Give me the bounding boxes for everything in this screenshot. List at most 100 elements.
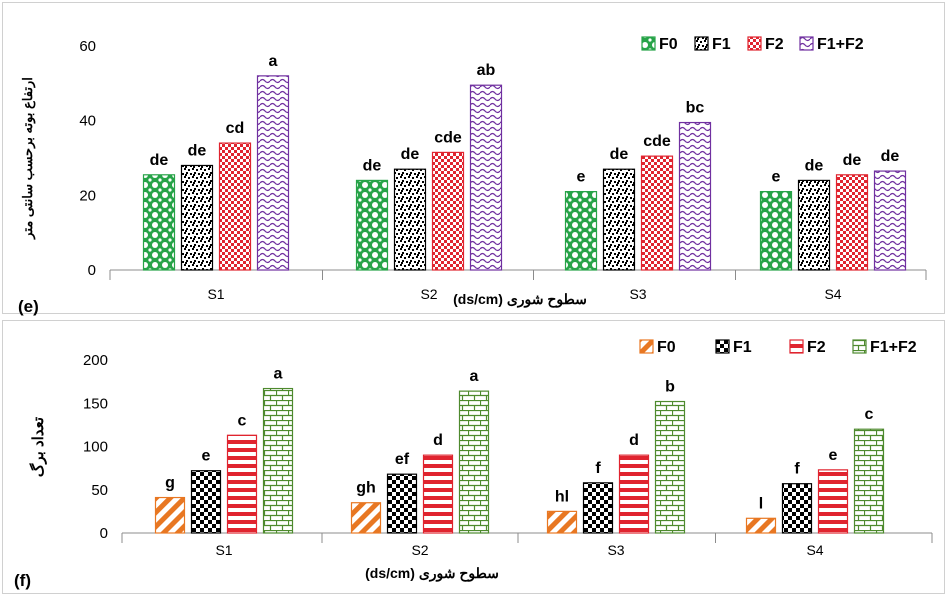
y-tick-label: 200 [83,352,108,369]
bar-F1-F2-S2 [458,390,490,534]
data-label: ab [477,62,496,79]
y-tick-label: 60 [79,38,96,55]
bar-F0-S3 [564,191,598,271]
category-label: S2 [411,542,428,558]
legend-swatch [694,36,709,51]
bar-F1-F2-S1 [262,387,294,534]
data-label: de [881,148,900,165]
panel-label: (e) [18,297,39,316]
data-label: cde [434,129,462,146]
data-label: cde [643,133,671,150]
bar-F1-F2-S4 [873,170,907,271]
data-label: e [829,447,838,464]
bar-F1-S3 [602,168,636,271]
legend-entry: F0 [659,36,678,53]
bar-F1-S2 [393,168,427,271]
bar-F1-F2-S2 [469,84,503,271]
legend-entry: F1+F2 [817,36,864,53]
bar-F1-F2-S4 [853,428,885,534]
legend-swatch [639,339,654,354]
bar-F1-F2-S3 [654,400,686,534]
legend-swatch [789,339,804,354]
data-label: c [865,406,874,423]
category-label: S2 [420,286,437,302]
y-axis-title: تعداد برگ [29,417,47,477]
data-label: f [595,460,601,477]
bar-F0-S1 [154,496,186,534]
data-label: d [629,432,639,449]
data-label: b [665,379,675,396]
y-tick-label: 0 [100,525,108,542]
bar-F0-S1 [142,174,176,271]
category-label: S1 [207,286,224,302]
data-label: a [274,366,283,383]
bar-F2-S4 [835,174,869,271]
data-label: de [401,146,420,163]
data-label: de [805,157,824,174]
bar-F1-S1 [190,470,222,534]
data-label: cd [226,120,245,137]
bar-F1-S4 [781,483,813,534]
bar-F0-S3 [546,510,578,534]
y-tick-label: 40 [79,113,96,130]
category-label: S3 [607,542,624,558]
bar-F2-S1 [226,434,258,534]
y-tick-label: 150 [83,395,108,412]
panel-label: (f) [14,571,31,590]
legend-entry: F2 [765,36,784,53]
bar-F2-S4 [817,469,849,534]
data-label: de [363,157,382,174]
data-label: c [238,412,247,429]
category-label: S1 [215,542,232,558]
bar-F0-S2 [355,179,389,271]
x-axis-title: سطوح شوری (ds/cm) [453,291,587,308]
legend-entry: F2 [807,339,826,356]
bar-F1-F2-S3 [678,121,712,271]
data-label: e [202,448,211,465]
legend-swatch [747,36,762,51]
legend-entry: F1+F2 [870,339,917,356]
legend-entry: F1 [712,36,731,53]
y-tick-label: 0 [88,262,96,279]
data-label: de [843,152,862,169]
data-label: a [470,368,479,385]
data-label: a [269,53,278,70]
category-label: S3 [629,286,646,302]
bar-F2-S3 [640,155,674,271]
data-label: e [772,169,781,186]
data-label: gh [356,480,376,497]
legend-swatch [852,339,867,354]
bar-F0-S2 [350,502,382,534]
data-label: g [165,475,175,492]
legend-swatch [641,36,656,51]
category-label: S4 [806,542,823,558]
data-label: d [433,432,443,449]
legend-entry: F1 [733,339,752,356]
bar-F1-S4 [797,179,831,271]
data-label: ef [395,451,410,468]
x-axis-title: سطوح شوری (ds/cm) [365,565,499,582]
bar-F0-S4 [759,191,793,271]
data-label: bc [686,100,705,117]
legend-swatch [715,339,730,354]
y-tick-label: 100 [83,439,108,456]
bar-F2-S1 [218,142,252,271]
bar-F1-S2 [386,473,418,534]
data-label: de [610,146,629,163]
bar-F2-S2 [431,151,465,271]
bar-F1-F2-S1 [256,75,290,271]
data-label: e [577,169,586,186]
data-label: de [150,152,169,169]
data-label: hl [555,488,569,505]
bar-F1-S1 [180,164,214,271]
data-label: de [188,142,207,159]
legend-swatch [799,36,814,51]
bar-F2-S3 [618,454,650,534]
data-label: l [759,495,763,512]
data-label: f [794,461,800,478]
y-tick-label: 50 [91,482,108,499]
bar-F2-S2 [422,454,454,534]
bar-F0-S4 [745,517,777,534]
legend-entry: F0 [657,339,676,356]
